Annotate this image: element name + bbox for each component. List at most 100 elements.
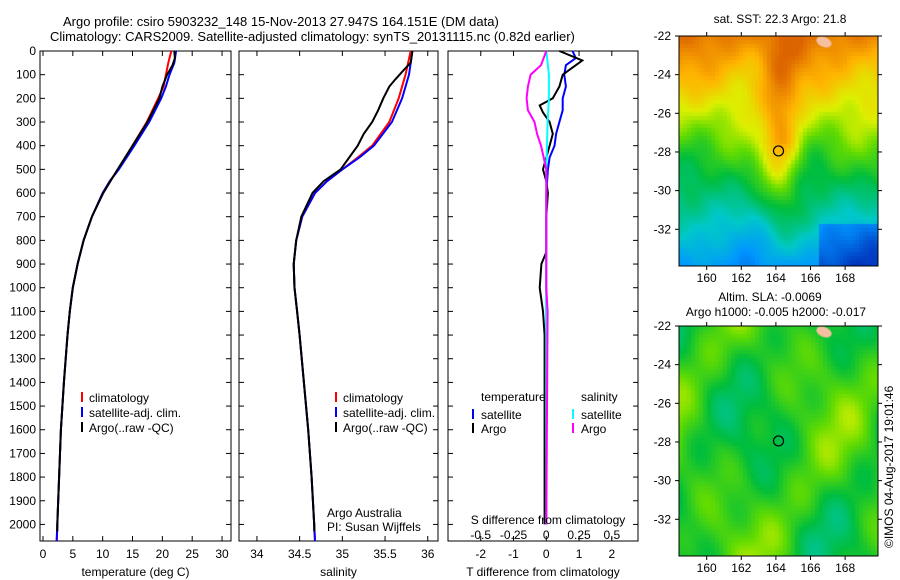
figure-title-line2: Climatology: CARS2009. Satellite-adjuste… bbox=[50, 29, 575, 44]
series-line-t-satellite bbox=[545, 50, 578, 525]
panel-frame-temperature bbox=[39, 50, 232, 542]
sla-map-title-line1: Altim. SLA: -0.0069 bbox=[718, 290, 822, 304]
legend-label: Argo(..raw -QC) bbox=[89, 421, 174, 435]
sst-map-canvas bbox=[679, 36, 878, 266]
depth-tick-label: 400 bbox=[16, 139, 36, 153]
lon-tick-label: 164 bbox=[766, 561, 786, 575]
x-tick-label: 35.5 bbox=[373, 547, 397, 561]
depth-tick-label: 1400 bbox=[9, 375, 36, 389]
legend-label: satellite bbox=[581, 408, 622, 422]
x-axis-label-temperature: temperature (deg C) bbox=[81, 565, 189, 579]
lat-tick-label: -32 bbox=[654, 222, 672, 236]
legend-label: satellite-adj. clim. bbox=[343, 406, 435, 420]
depth-tick-label: 500 bbox=[16, 162, 36, 176]
depth-tick-label: 1600 bbox=[9, 423, 36, 437]
legend-label: Argo bbox=[481, 422, 507, 436]
series-line-s-argo bbox=[525, 50, 549, 525]
depth-tick-label: 1900 bbox=[9, 494, 36, 508]
lon-tick-label: 164 bbox=[766, 271, 786, 285]
depth-tick-label: 1000 bbox=[9, 281, 36, 295]
x-axis-label-difference: T difference from climatology bbox=[466, 565, 620, 579]
panel-frame-difference bbox=[447, 50, 639, 542]
depth-tick-label: 700 bbox=[16, 210, 36, 224]
lon-tick-label: 166 bbox=[800, 561, 820, 575]
x-tick-label: 10 bbox=[96, 547, 110, 561]
lat-tick-label: -28 bbox=[654, 435, 672, 449]
depth-tick-label: 600 bbox=[16, 186, 36, 200]
s-diff-tick-label: 0.25 bbox=[567, 528, 591, 542]
lat-tick-label: -26 bbox=[654, 396, 672, 410]
series-line-argo-raw-qc- bbox=[292, 50, 414, 532]
x-tick-label: 1 bbox=[576, 547, 583, 561]
sla_map-frame bbox=[678, 325, 879, 557]
lat-tick-label: -32 bbox=[654, 512, 672, 526]
figure-title-line1: Argo profile: csiro 5903232_148 15-Nov-2… bbox=[63, 14, 499, 29]
series-line-climatology bbox=[55, 50, 173, 542]
legend-label: satellite bbox=[481, 408, 522, 422]
lat-tick-label: -26 bbox=[654, 106, 672, 120]
annotation-line: PI: Susan Wijffels bbox=[327, 520, 421, 534]
x-tick-label: 25 bbox=[186, 547, 200, 561]
depth-tick-label: 0 bbox=[29, 44, 36, 58]
depth-tick-label: 1200 bbox=[9, 328, 36, 342]
x-tick-label: 15 bbox=[126, 547, 140, 561]
s-diff-tick-label: 0.5 bbox=[603, 528, 620, 542]
s-diff-tick-label: -0.5 bbox=[470, 528, 491, 542]
x-tick-label: 30 bbox=[215, 547, 229, 561]
argo-location-marker bbox=[772, 145, 785, 157]
legend-label: Argo bbox=[581, 422, 607, 436]
imos-timestamp: ©IMOS 04-Aug-2017 19:01:46 bbox=[882, 385, 896, 548]
series-line-argo-raw-qc- bbox=[56, 50, 176, 532]
depth-tick-label: 100 bbox=[16, 68, 36, 82]
legend-label: climatology bbox=[89, 391, 149, 405]
depth-tick-label: 1700 bbox=[9, 446, 36, 460]
x-tick-label: 2 bbox=[608, 547, 615, 561]
lat-tick-label: -30 bbox=[654, 474, 672, 488]
legend-label: climatology bbox=[343, 391, 403, 405]
legend-label: Argo(..raw -QC) bbox=[343, 421, 428, 435]
lat-tick-label: -28 bbox=[654, 145, 672, 159]
x-tick-label: 34.5 bbox=[288, 547, 312, 561]
lat-tick-label: -24 bbox=[654, 68, 672, 82]
lat-tick-label: -24 bbox=[654, 358, 672, 372]
x-tick-label: -2 bbox=[475, 547, 486, 561]
panel-frame-salinity bbox=[238, 50, 439, 542]
x-tick-label: 0 bbox=[543, 547, 550, 561]
x-tick-label: 35 bbox=[336, 547, 350, 561]
series-line-satellite-adj-clim- bbox=[55, 50, 178, 542]
x-axis-label-salinity: salinity bbox=[320, 565, 357, 579]
x-tick-label: 5 bbox=[69, 547, 76, 561]
lon-tick-label: 168 bbox=[835, 561, 855, 575]
sla-map-title-line2: Argo h1000: -0.005 h2000: -0.017 bbox=[686, 305, 866, 319]
sla-map-canvas bbox=[679, 326, 878, 556]
depth-tick-label: 2000 bbox=[9, 517, 36, 531]
lon-tick-label: 162 bbox=[731, 271, 751, 285]
x-tick-label: 34 bbox=[250, 547, 264, 561]
s-diff-axis-label: S difference from climatology bbox=[471, 513, 626, 527]
depth-tick-label: 800 bbox=[16, 233, 36, 247]
sst_map-frame bbox=[678, 35, 879, 267]
annotation-line: Argo Australia bbox=[327, 506, 402, 520]
depth-tick-label: 1500 bbox=[9, 399, 36, 413]
s-diff-tick-label: 0 bbox=[543, 528, 550, 542]
s-diff-tick-label: -0.25 bbox=[500, 528, 528, 542]
x-tick-label: 0 bbox=[40, 547, 47, 561]
lat-tick-label: -22 bbox=[654, 29, 672, 43]
depth-tick-label: 300 bbox=[16, 115, 36, 129]
depth-tick-label: 1300 bbox=[9, 352, 36, 366]
lat-tick-label: -30 bbox=[654, 184, 672, 198]
lon-tick-label: 166 bbox=[800, 271, 820, 285]
depth-tick-label: 900 bbox=[16, 257, 36, 271]
sst-map-title: sat. SST: 22.3 Argo: 21.8 bbox=[714, 12, 847, 26]
lat-tick-label: -22 bbox=[654, 319, 672, 333]
x-tick-label: -1 bbox=[508, 547, 519, 561]
lon-tick-label: 168 bbox=[835, 271, 855, 285]
x-tick-label: 20 bbox=[156, 547, 170, 561]
lon-tick-label: 160 bbox=[697, 271, 717, 285]
legend-label: satellite-adj. clim. bbox=[89, 406, 181, 420]
x-tick-label: 36 bbox=[421, 547, 435, 561]
lon-tick-label: 160 bbox=[697, 561, 717, 575]
argo-location-marker bbox=[772, 435, 785, 447]
